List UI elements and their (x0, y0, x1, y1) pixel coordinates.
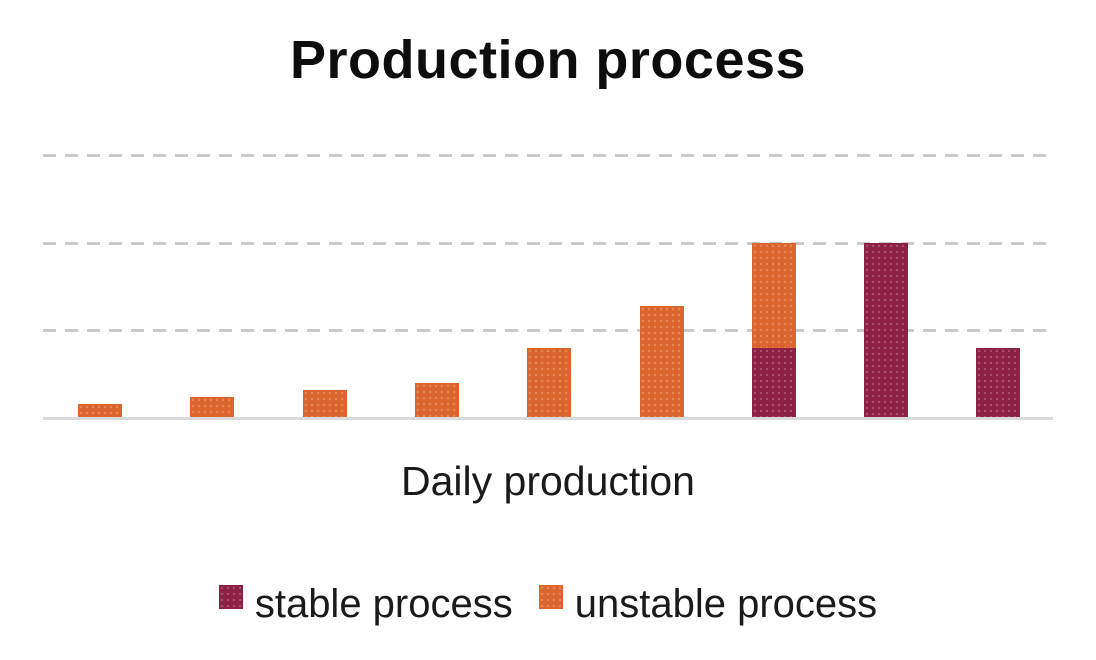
plot-area (43, 130, 1053, 418)
bar-1-unstable-segment (78, 404, 122, 418)
bar-5-unstable-segment (527, 348, 572, 418)
gridline-1 (43, 329, 1053, 332)
bar-4-unstable-segment (414, 383, 459, 418)
chart-title: Production process (289, 30, 807, 90)
bar-8 (864, 130, 909, 418)
legend-label-stable-process: stable process (254, 582, 513, 626)
legend-item-unstable-process: unstable process (538, 581, 878, 627)
bar-6-unstable-segment (639, 306, 684, 418)
legend-swatch-unstable-process (538, 585, 563, 609)
bar-7 (751, 130, 796, 418)
x-axis-label: Daily production (401, 458, 695, 504)
x-axis-line (43, 417, 1053, 420)
legend-swatch-stable-process (218, 585, 243, 609)
legend-label-unstable-process: unstable process (574, 582, 878, 626)
bar-3 (302, 130, 347, 418)
gridline-2 (43, 241, 1053, 245)
bar-7-unstable-segment (751, 243, 796, 348)
bar-5 (527, 130, 572, 418)
legend-item-stable-process: stable process (218, 581, 513, 627)
bar-4 (414, 130, 459, 418)
gridline-3 (43, 154, 1053, 157)
bar-7-stable-segment (751, 348, 796, 418)
legend: stable process unstable process (0, 581, 1096, 627)
bar-9 (976, 130, 1021, 418)
bar-6 (639, 130, 684, 418)
bar-3-unstable-segment (302, 390, 347, 418)
bar-8-stable-segment (864, 243, 909, 418)
bar-2 (190, 130, 235, 418)
bar-2-unstable-segment (190, 397, 235, 418)
bar-9-stable-segment (976, 348, 1021, 418)
bar-1 (78, 130, 122, 418)
